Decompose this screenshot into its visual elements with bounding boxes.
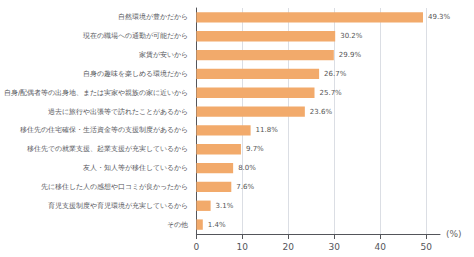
svg-text:移住先での就業支援、起業支援が充実しているから: 移住先での就業支援、起業支援が充実しているから	[27, 145, 188, 153]
svg-text:移住先の住宅確保・生活資金等の支援制度があるから: 移住先の住宅確保・生活資金等の支援制度があるから	[20, 126, 188, 134]
svg-text:10: 10	[237, 242, 249, 252]
svg-text:過去に旅行や出張等で訪れたことがあるから: 過去に旅行や出張等で訪れたことがあるから	[48, 108, 188, 116]
svg-text:30.2%: 30.2%	[340, 32, 363, 40]
svg-text:自身/配偶者等の出身地、または実家や親族の家に近いから: 自身/配偶者等の出身地、または実家や親族の家に近いから	[4, 89, 188, 97]
svg-text:30: 30	[329, 242, 341, 252]
svg-text:家賃が安いから: 家賃が安いから	[139, 51, 188, 59]
svg-text:9.7%: 9.7%	[246, 145, 264, 153]
svg-text:0: 0	[193, 242, 199, 252]
svg-text:(%): (%)	[446, 229, 462, 239]
svg-text:20: 20	[283, 242, 295, 252]
svg-text:自身の趣味を楽しめる環境だから: 自身の趣味を楽しめる環境だから	[83, 70, 188, 78]
svg-text:29.9%: 29.9%	[339, 51, 362, 59]
svg-text:1.4%: 1.4%	[208, 221, 226, 229]
svg-text:7.6%: 7.6%	[236, 183, 254, 191]
svg-text:育児支援制度や育児環境が充実しているから: 育児支援制度や育児環境が充実しているから	[48, 201, 188, 210]
svg-text:49.3%: 49.3%	[428, 13, 451, 21]
svg-text:8.0%: 8.0%	[238, 164, 256, 172]
svg-text:40: 40	[375, 242, 387, 252]
svg-text:その他: その他	[167, 221, 188, 229]
svg-text:23.6%: 23.6%	[310, 108, 333, 116]
svg-text:先に移住した人の感想や口コミが良かったから: 先に移住した人の感想や口コミが良かったから	[41, 183, 188, 191]
svg-text:友人・知人等が移住しているから: 友人・知人等が移住しているから	[83, 164, 188, 172]
svg-text:自然環境が豊かだから: 自然環境が豊かだから	[118, 13, 188, 21]
svg-text:26.7%: 26.7%	[324, 70, 347, 78]
svg-text:25.7%: 25.7%	[320, 89, 343, 97]
svg-text:50: 50	[420, 242, 432, 252]
svg-text:11.8%: 11.8%	[256, 126, 279, 134]
svg-text:現在の職場への通勤が可能だから: 現在の職場への通勤が可能だから	[83, 32, 188, 40]
svg-text:3.1%: 3.1%	[216, 202, 234, 210]
